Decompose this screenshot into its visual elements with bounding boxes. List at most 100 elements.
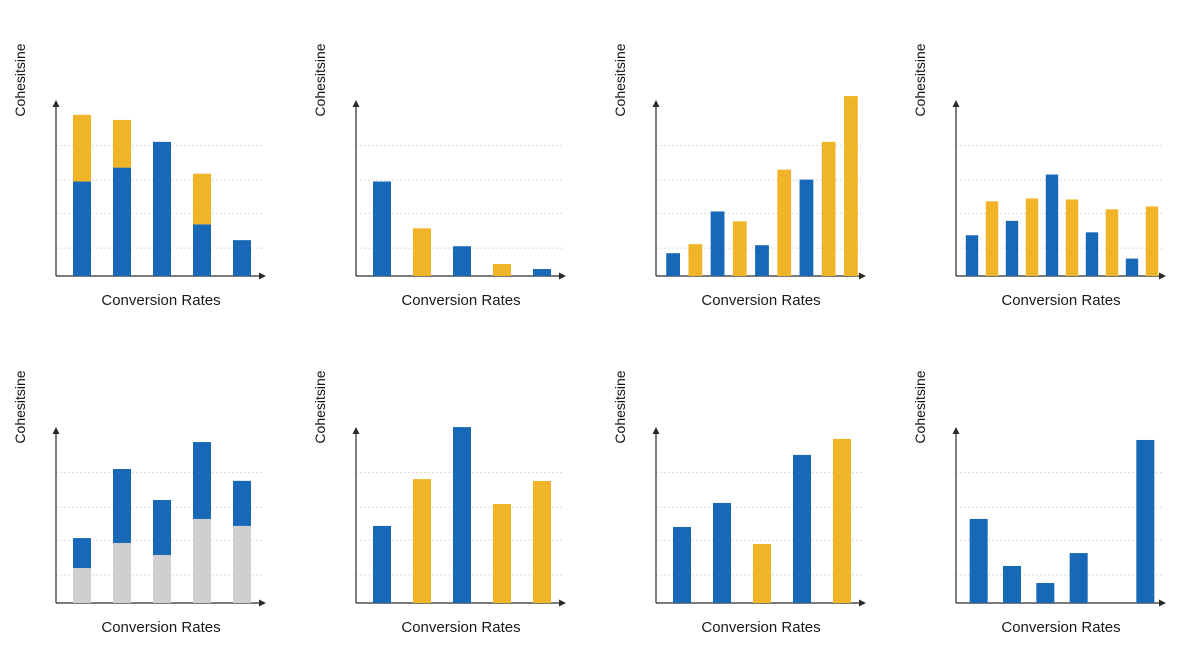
bar-1-segment-2 [73,114,91,182]
bar-7 [799,179,814,276]
bar-2 [688,244,703,276]
bar-1 [373,181,391,276]
bar-3-segment-1 [153,554,171,603]
chart-1-x-axis-label: Conversion Rates [101,292,221,309]
chart-7-y-axis-label: Cohesitsine [612,370,628,444]
bar-4 [732,221,747,276]
bar-1 [965,235,979,276]
bar-4-segment-2 [193,442,211,519]
bar-4-segment-1 [193,518,211,603]
bar-3 [710,211,725,276]
x-axis-arrow [1159,599,1166,607]
chart-panel-4: Cohesitsine Conversion Rates [900,0,1200,327]
bar-1-segment-1 [73,181,91,276]
bar-1 [673,526,691,603]
y-axis-arrow [952,427,960,434]
bar-2 [713,502,731,603]
bars [969,439,1155,603]
bars [73,442,251,603]
bar-5-segment-1 [233,240,251,276]
chart-panel-1: Cohesitsine Conversion Rates [0,0,300,327]
bar-5-segment-1 [233,525,251,603]
chart-6-plot [352,427,566,607]
bar-1-segment-2 [73,538,91,569]
chart-2-y-axis-label: Cohesitsine [312,43,328,117]
bar-3 [453,427,471,603]
x-axis-arrow [859,599,866,607]
bar-2-segment-1 [113,542,131,603]
x-axis-arrow [259,272,266,280]
chart-7-plot [652,427,866,607]
chart-1-plot [52,100,266,280]
bar-4 [1025,198,1039,276]
bar-4-segment-2 [193,173,211,225]
x-axis-arrow [259,599,266,607]
chart-6-y-axis-label: Cohesitsine [312,370,328,444]
chart-4-x-axis-label: Conversion Rates [1001,292,1121,309]
chart-7-x-axis-label: Conversion Rates [701,619,821,636]
y-axis-arrow [352,100,360,107]
bars [666,96,858,276]
bar-4 [493,263,511,276]
chart-panel-5: Cohesitsine Conversion Rates [0,327,300,654]
chart-2-plot [352,100,566,280]
y-axis-arrow [52,100,60,107]
x-axis-arrow [859,272,866,280]
bar-9 [844,96,858,276]
bar-6 [777,169,792,276]
bar-3-segment-1 [153,141,171,276]
chart-panel-8: Cohesitsine Conversion Rates [900,327,1200,654]
bars [673,438,851,603]
bar-2 [413,479,431,603]
y-axis-arrow [652,427,660,434]
bar-9 [1125,258,1139,276]
y-axis-arrow [352,427,360,434]
chart-8-plot [952,427,1166,607]
bar-4 [493,503,511,603]
bar-3 [1036,582,1055,603]
bar-10 [1145,206,1159,276]
chart-4-plot [952,100,1166,280]
bars [373,181,551,276]
bar-6 [1065,199,1079,276]
bar-2-segment-2 [113,119,131,168]
x-axis-arrow [559,272,566,280]
chart-3-plot [652,96,866,280]
x-axis-arrow [1159,272,1166,280]
chart-5-y-axis-label: Cohesitsine [12,370,28,444]
y-axis-arrow [952,100,960,107]
bars [373,427,551,603]
bar-1-segment-1 [73,568,91,603]
bar-5 [755,245,769,276]
chart-1-y-axis-label: Cohesitsine [12,43,28,117]
chart-panel-3: Cohesitsine Conversion Rates [600,0,900,327]
bar-5 [833,438,851,603]
bar-2-segment-2 [113,469,131,543]
bar-1 [373,525,391,603]
bar-5 [1045,174,1059,276]
bars [73,114,251,276]
bar-8 [821,141,836,276]
bar-4-segment-1 [193,224,211,276]
bar-1 [666,253,680,276]
bar-3 [1005,220,1019,276]
bar-2 [413,228,431,276]
y-axis-arrow [652,100,660,107]
chart-panel-2: Cohesitsine Conversion Rates [300,0,600,327]
bar-3-segment-2 [153,499,171,555]
x-axis-arrow [559,599,566,607]
bar-2 [1003,565,1021,603]
bar-5 [533,269,551,276]
y-axis-arrow [52,427,60,434]
chart-panel-7: Cohesitsine Conversion Rates [600,327,900,654]
bar-5-segment-2 [233,480,251,526]
chart-8-y-axis-label: Cohesitsine [912,370,928,444]
bar-7 [1085,232,1099,276]
chart-panel-6: Cohesitsine Conversion Rates [300,327,600,654]
bar-5 [533,481,551,603]
bar-3 [753,544,771,603]
chart-3-x-axis-label: Conversion Rates [701,292,821,309]
bar-8 [1105,209,1119,276]
bar-4 [1069,553,1088,603]
